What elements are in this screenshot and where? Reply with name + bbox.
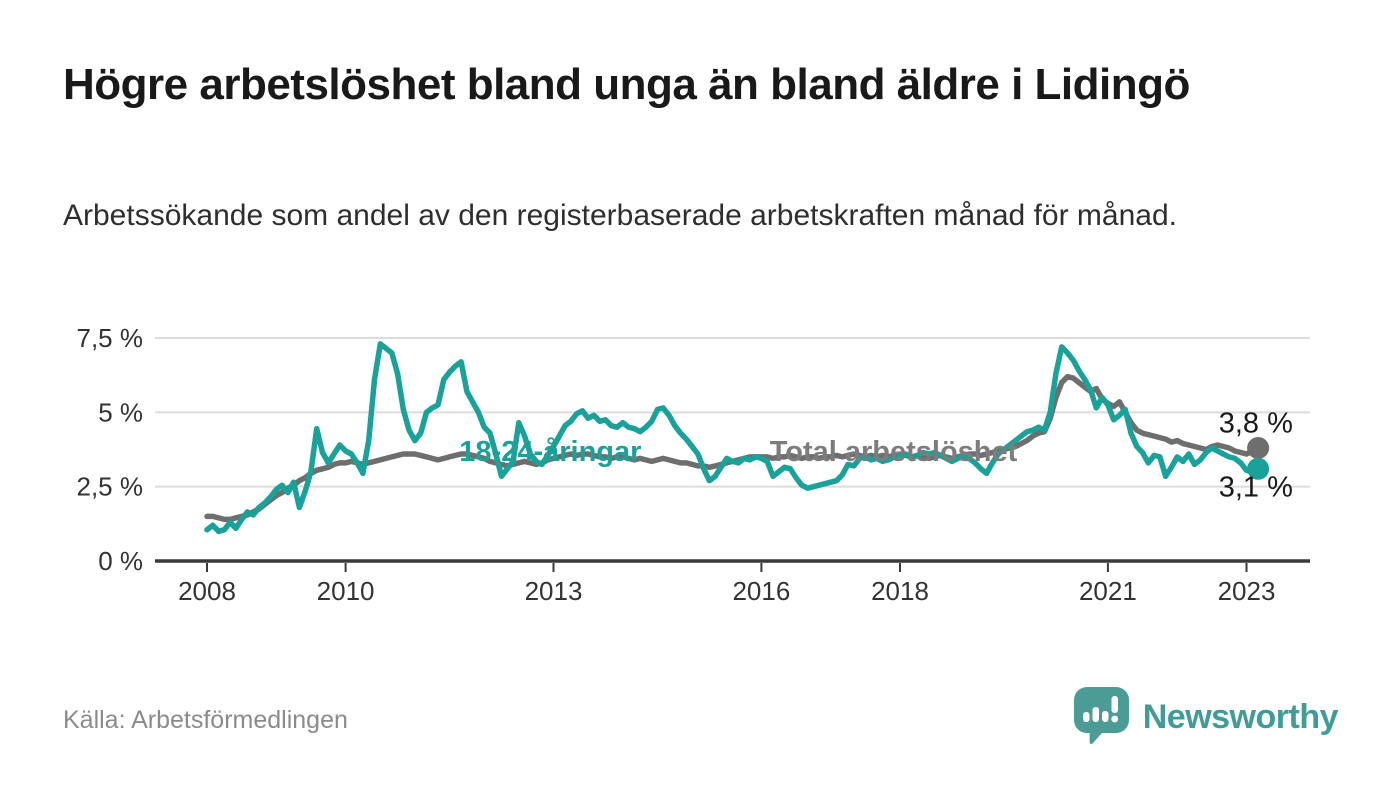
x-tick-label: 2008 bbox=[178, 576, 236, 606]
page-subtitle: Arbetssökande som andel av den registerb… bbox=[63, 199, 1177, 232]
chart-canvas: 0 % 2,5 % 5 % 7,5 % 2008 2010 2013 2016 2018 2021… bbox=[77, 323, 1310, 606]
newsworthy-logo: Newsworthy bbox=[1073, 686, 1339, 749]
y-tick-label: 7,5 % bbox=[77, 323, 144, 353]
chart-annotation: 3,8 % bbox=[1219, 408, 1293, 440]
x-tick-label: 2013 bbox=[525, 576, 583, 606]
y-tick-label: 5 % bbox=[98, 397, 143, 427]
unemployment-line-chart: 0 % 2,5 % 5 % 7,5 % 2008 2010 2013 2016 2018 2021… bbox=[0, 300, 1400, 640]
series-end-dot bbox=[1247, 457, 1270, 480]
x-tick-label: 2021 bbox=[1079, 576, 1137, 606]
y-tick-label: 0 % bbox=[98, 546, 143, 576]
newsworthy-logo-text: Newsworthy bbox=[1142, 698, 1339, 736]
page-title: Högre arbetslöshet bland unga än bland ä… bbox=[63, 60, 1190, 109]
source-text: Källa: Arbetsförmedlingen bbox=[63, 706, 348, 734]
y-tick-label: 2,5 % bbox=[77, 472, 144, 502]
x-tick-label: 2023 bbox=[1218, 576, 1276, 606]
x-tick-label: 2010 bbox=[317, 576, 375, 606]
speech-bubble-shape bbox=[1073, 687, 1129, 745]
chart-annotation: 18-24-åringar bbox=[459, 436, 641, 468]
newsworthy-bubble-chart-icon bbox=[1073, 686, 1130, 749]
chart-annotation: 3,1 % bbox=[1219, 472, 1293, 504]
x-tick-label: 2018 bbox=[871, 576, 929, 606]
series-line-youth bbox=[204, 341, 1261, 535]
chart-annotation: Total arbetslöshet bbox=[770, 436, 1018, 468]
series-end-dot bbox=[1247, 437, 1270, 459]
x-tick-label: 2016 bbox=[732, 576, 790, 606]
